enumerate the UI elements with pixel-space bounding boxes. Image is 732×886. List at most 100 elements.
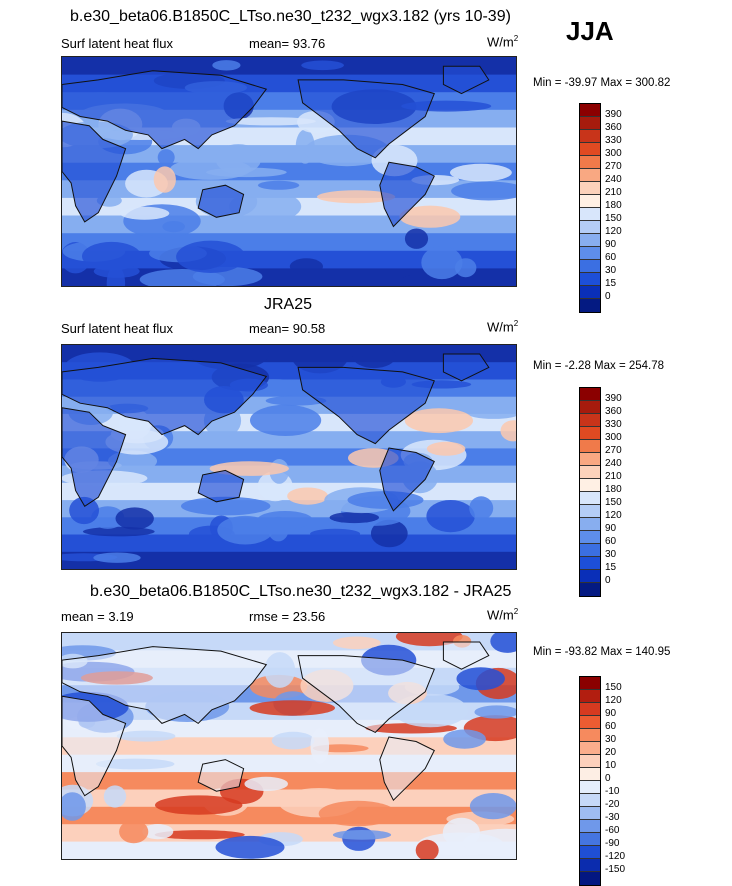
colorbar-tick-label: 180 bbox=[605, 200, 622, 211]
field-contour-patch bbox=[404, 408, 473, 434]
field-contour-patch bbox=[215, 835, 285, 859]
colorbar-tick-label: 210 bbox=[605, 187, 622, 198]
field-contour-patch bbox=[157, 149, 175, 166]
continent-outline bbox=[62, 70, 268, 150]
colorbar-tick-label: -90 bbox=[605, 838, 620, 849]
field-contour-patch bbox=[451, 181, 516, 201]
field-contour-patch bbox=[229, 190, 302, 223]
colorbar-tick-label: 240 bbox=[605, 458, 622, 469]
field-contour-patch bbox=[469, 496, 494, 520]
continent-outline bbox=[297, 79, 435, 159]
field-contour-patch bbox=[462, 828, 516, 857]
colorbar-tick-label: 0 bbox=[605, 291, 611, 302]
panel1-minmax: Min = -39.97 Max = 300.82 bbox=[533, 77, 671, 89]
field-contour-patch bbox=[212, 60, 241, 71]
field-contour-patch bbox=[95, 758, 175, 770]
field-band bbox=[62, 345, 516, 364]
panel1-unit: W/m2 bbox=[487, 34, 519, 50]
field-contour-patch bbox=[257, 180, 300, 190]
colorbar-cell bbox=[580, 143, 600, 156]
panel3-unit: W/m2 bbox=[487, 607, 519, 623]
colorbar-cell bbox=[580, 846, 600, 859]
panel1-map bbox=[61, 56, 517, 287]
field-contour-patch bbox=[404, 228, 429, 249]
panel1-map-svg bbox=[62, 57, 516, 286]
field-contour-patch bbox=[225, 117, 316, 126]
panel3-map-svg bbox=[62, 633, 516, 859]
colorbar-cell bbox=[580, 273, 600, 286]
panel2-colorbar bbox=[579, 387, 601, 597]
colorbar-tick-label: 60 bbox=[605, 536, 617, 547]
field-contour-patch bbox=[82, 241, 142, 271]
field-contour-patch bbox=[264, 652, 296, 688]
panel2-field-label: Surf latent heat flux bbox=[61, 321, 174, 336]
colorbar-cell bbox=[580, 557, 600, 570]
field-contour-patch bbox=[426, 500, 475, 533]
colorbar-cell bbox=[580, 453, 600, 466]
continent-outline bbox=[379, 447, 435, 512]
continent-outline bbox=[379, 736, 435, 802]
panel3-colorbar bbox=[579, 676, 601, 886]
field-contour-patch bbox=[332, 830, 392, 840]
panel1-title: b.e30_beta06.B1850C_LTso.ne30_t232_wgx3.… bbox=[70, 8, 511, 25]
colorbar-cell bbox=[580, 130, 600, 143]
colorbar-cell bbox=[580, 440, 600, 453]
panel1-mean: mean= 93.76 bbox=[249, 36, 326, 51]
colorbar-cell bbox=[580, 716, 600, 729]
colorbar-cell bbox=[580, 583, 600, 596]
panel2-map bbox=[61, 344, 517, 570]
field-contour-patch bbox=[399, 205, 461, 228]
colorbar-tick-label: 150 bbox=[605, 213, 622, 224]
colorbar-tick-label: 30 bbox=[605, 265, 617, 276]
colorbar-tick-label: 15 bbox=[605, 562, 617, 573]
field-contour-patch bbox=[108, 450, 157, 472]
field-contour-patch bbox=[271, 731, 315, 750]
field-contour-patch bbox=[139, 269, 225, 286]
colorbar-cell bbox=[580, 531, 600, 544]
colorbar-cell bbox=[580, 182, 600, 195]
panel2-minmax: Min = -2.28 Max = 254.78 bbox=[533, 360, 665, 372]
field-contour-patch bbox=[142, 824, 174, 840]
colorbar-tick-label: 120 bbox=[605, 226, 622, 237]
colorbar-cell bbox=[580, 505, 600, 518]
continent-outline bbox=[62, 357, 268, 436]
colorbar-tick-label: 0 bbox=[605, 575, 611, 586]
field-contour-patch bbox=[176, 240, 246, 273]
field-contour-patch bbox=[181, 496, 271, 516]
field-contour-patch bbox=[103, 785, 127, 808]
colorbar-cell bbox=[580, 755, 600, 768]
colorbar-cell bbox=[580, 247, 600, 260]
field-contour-patch bbox=[310, 728, 330, 764]
field-contour-patch bbox=[153, 166, 176, 193]
colorbar-tick-label: 15 bbox=[605, 278, 617, 289]
colorbar-cell bbox=[580, 859, 600, 872]
colorbar-tick-label: -30 bbox=[605, 812, 620, 823]
panel1-colorbar bbox=[579, 103, 601, 313]
continent-outline bbox=[442, 641, 490, 670]
continent-outline bbox=[62, 646, 268, 725]
field-contour-patch bbox=[370, 519, 408, 548]
continent-outline bbox=[297, 655, 435, 734]
colorbar-tick-label: 90 bbox=[605, 708, 617, 719]
panel2-unit: W/m2 bbox=[487, 319, 519, 335]
field-band bbox=[62, 534, 516, 553]
colorbar-cell bbox=[580, 703, 600, 716]
continent-outline bbox=[197, 759, 245, 792]
colorbar-tick-label: 270 bbox=[605, 445, 622, 456]
panel3-mean: mean = 3.19 bbox=[61, 609, 134, 624]
colorbar-tick-label: 330 bbox=[605, 135, 622, 146]
colorbar-tick-label: 150 bbox=[605, 682, 622, 693]
field-contour-patch bbox=[115, 507, 154, 530]
colorbar-tick-label: 390 bbox=[605, 109, 622, 120]
field-contour-patch bbox=[93, 552, 141, 563]
colorbar-cell bbox=[580, 677, 600, 690]
colorbar-tick-label: 180 bbox=[605, 484, 622, 495]
colorbar-cell bbox=[580, 872, 600, 885]
colorbar-cell bbox=[580, 690, 600, 703]
colorbar-cell bbox=[580, 518, 600, 531]
field-contour-patch bbox=[469, 793, 516, 820]
colorbar-cell bbox=[580, 479, 600, 492]
field-contour-patch bbox=[317, 190, 396, 204]
colorbar-tick-label: 30 bbox=[605, 734, 617, 745]
colorbar-cell bbox=[580, 117, 600, 130]
